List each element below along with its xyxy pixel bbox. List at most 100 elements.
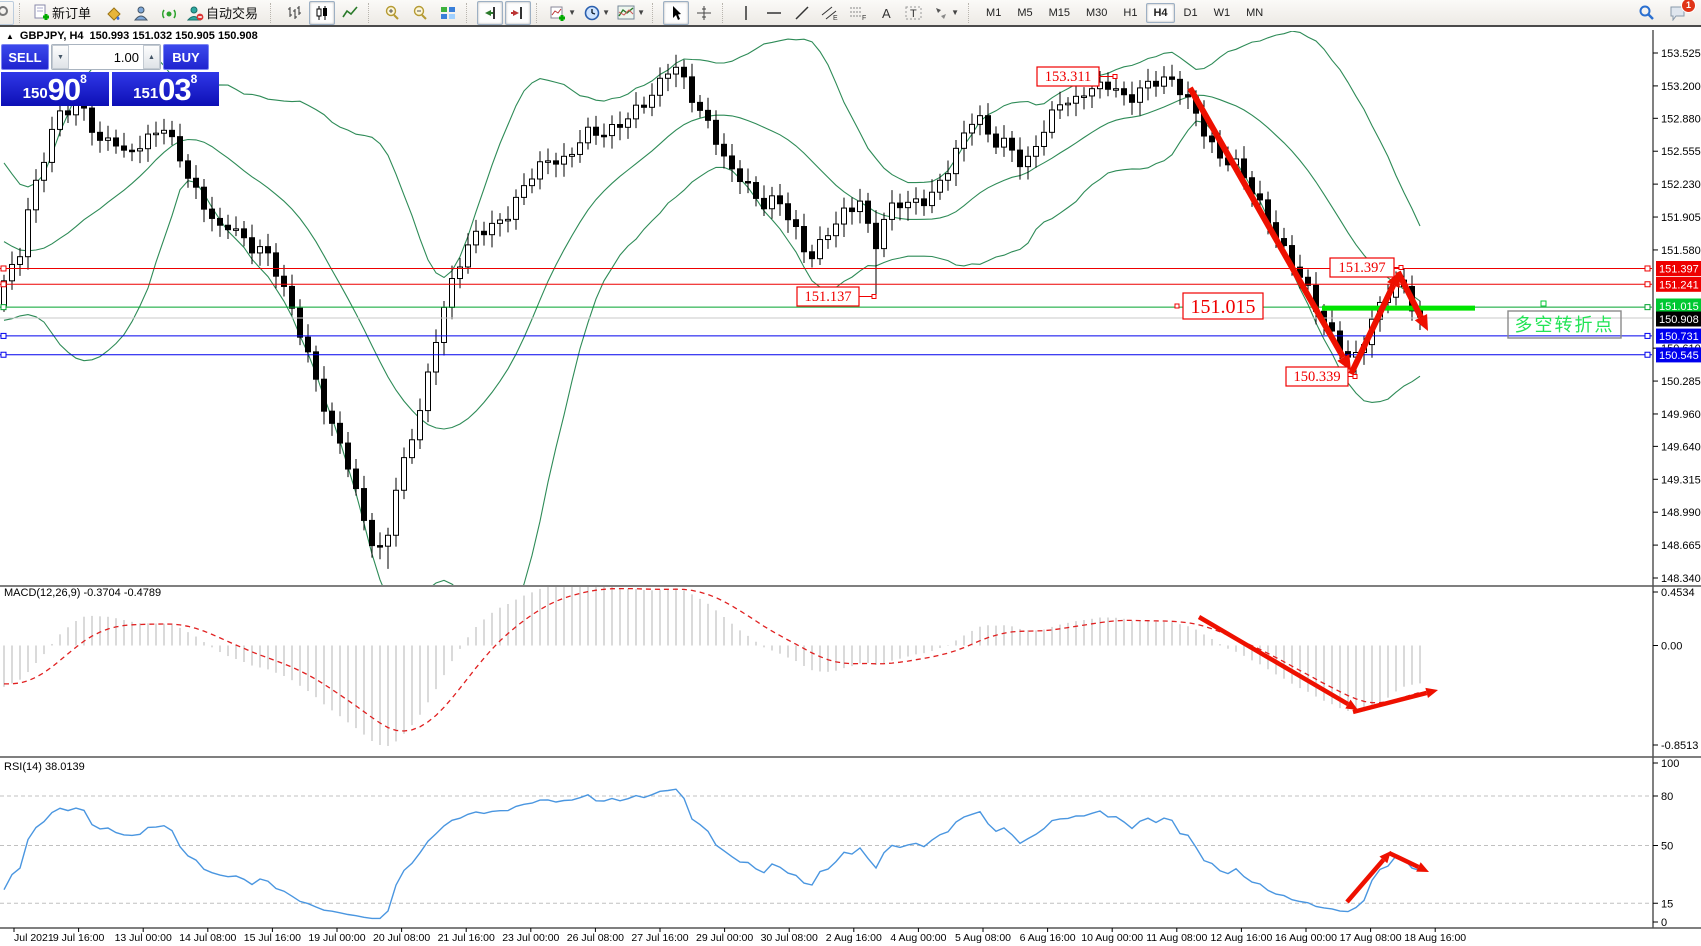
- level-handle[interactable]: [0, 304, 7, 311]
- candle: [481, 230, 487, 236]
- candle: [177, 136, 183, 162]
- buy-price[interactable]: 151 03 8: [111, 72, 219, 106]
- bollinger-middle-band[interactable]: [3, 94, 1421, 430]
- trend-arrow[interactable]: [1187, 86, 1346, 359]
- candle: [617, 124, 623, 128]
- auto-trading-button[interactable]: 自动交易: [184, 1, 265, 25]
- level-handle[interactable]: [1644, 332, 1651, 339]
- text-label-button[interactable]: T: [901, 1, 927, 25]
- zoom-out-button[interactable]: [407, 1, 433, 25]
- callout-151.397[interactable]: 151.397: [1329, 257, 1404, 278]
- candle: [433, 341, 439, 373]
- horizontal-line-button[interactable]: [761, 1, 787, 25]
- chart-shift-button[interactable]: [505, 0, 532, 25]
- volume-increase-button[interactable]: ▲: [143, 45, 160, 69]
- candle: [401, 457, 407, 491]
- timeframe-h1[interactable]: H1: [1123, 6, 1138, 19]
- notifications-button[interactable]: 1: [1665, 0, 1696, 25]
- sell-button[interactable]: SELL: [1, 44, 49, 70]
- arrows-button[interactable]: ▼: [929, 1, 963, 25]
- crosshair-button[interactable]: [691, 1, 717, 25]
- callout-153.311[interactable]: 153.311: [1036, 66, 1118, 87]
- templates-button[interactable]: ▼: [615, 1, 647, 25]
- candle: [785, 203, 791, 221]
- candle: [953, 147, 959, 175]
- trend-arrow[interactable]: [1197, 615, 1350, 707]
- candlestick-chart-button[interactable]: [309, 0, 336, 25]
- candle: [393, 489, 399, 536]
- styler-button[interactable]: [100, 1, 126, 25]
- candle: [425, 371, 431, 412]
- callout-151.015[interactable]: 151.015: [1174, 292, 1264, 320]
- auto-scroll-button[interactable]: [477, 0, 504, 25]
- candle: [1257, 193, 1263, 201]
- trendline-button[interactable]: [789, 1, 815, 25]
- edge-magnifier-icon[interactable]: [0, 0, 14, 25]
- bar-chart-button[interactable]: [281, 1, 307, 25]
- time-axis-label: 23 Jul 00:00: [502, 932, 559, 944]
- candle: [809, 251, 815, 260]
- note-anchor: [1540, 300, 1547, 307]
- tile-windows-button[interactable]: [435, 1, 461, 25]
- timeframe-m1[interactable]: M1: [986, 6, 1002, 19]
- trend-arrow[interactable]: [1348, 283, 1397, 376]
- level-handle[interactable]: [1644, 351, 1651, 358]
- equidistant-channel-button[interactable]: E: [817, 1, 843, 25]
- level-handle[interactable]: [0, 281, 7, 288]
- sell-price-big: 90: [47, 72, 81, 107]
- timeframe-w1[interactable]: W1: [1213, 6, 1231, 19]
- search-button[interactable]: [1633, 1, 1659, 25]
- macd-pane: [3, 587, 1438, 746]
- timeframe-m5[interactable]: M5: [1017, 6, 1033, 19]
- level-handle[interactable]: [1644, 281, 1651, 288]
- candle: [545, 160, 551, 163]
- candle: [961, 132, 967, 149]
- cursor-button[interactable]: [663, 0, 690, 25]
- new-order-button[interactable]: 新订单: [30, 1, 98, 25]
- price-tick-label: 149.960: [1661, 409, 1701, 421]
- timeframe-m30[interactable]: M30: [1086, 6, 1108, 19]
- timeframe-d1[interactable]: D1: [1183, 6, 1198, 19]
- bollinger-upper-band[interactable]: [3, 31, 1421, 279]
- zoom-in-button[interactable]: [379, 1, 405, 25]
- collapse-icon[interactable]: ▲: [6, 31, 14, 41]
- text-button[interactable]: A: [873, 1, 899, 25]
- trend-arrow[interactable]: [1388, 850, 1420, 870]
- callout-151.137[interactable]: 151.137: [796, 286, 877, 307]
- time-axis-label: 13 Jul 00:00: [115, 932, 172, 944]
- profile-button[interactable]: [128, 1, 154, 25]
- timeframe-m15[interactable]: M15: [1048, 6, 1070, 19]
- note-box[interactable]: 多空转折点: [1507, 310, 1622, 339]
- callout-150.339[interactable]: 150.339: [1285, 366, 1358, 387]
- level-handle[interactable]: [1644, 304, 1651, 311]
- level-handle[interactable]: [0, 265, 7, 272]
- vertical-line-button[interactable]: [733, 1, 759, 25]
- volume-decrease-button[interactable]: ▼: [52, 45, 69, 69]
- periods-button[interactable]: ▼: [581, 1, 613, 25]
- bollinger-lower-band[interactable]: [3, 120, 1421, 619]
- timeframe-mn[interactable]: MN: [1246, 6, 1264, 19]
- text-label-icon: T: [905, 6, 922, 20]
- timeframe-h4[interactable]: H4: [1146, 2, 1175, 23]
- price-tag-text: 150.908: [1659, 314, 1699, 326]
- fibonacci-button[interactable]: F: [845, 1, 871, 25]
- level-handle[interactable]: [0, 351, 7, 358]
- line-chart-button[interactable]: [337, 1, 363, 25]
- candle: [1025, 155, 1031, 168]
- candle: [153, 132, 159, 136]
- chart-background: [0, 30, 1701, 946]
- trend-arrow[interactable]: [1352, 690, 1428, 715]
- candle: [129, 149, 135, 153]
- buy-button[interactable]: BUY: [163, 44, 209, 70]
- candle: [745, 181, 751, 184]
- volume-input[interactable]: [69, 45, 143, 69]
- level-handle[interactable]: [1644, 265, 1651, 272]
- trend-arrow[interactable]: [1345, 858, 1386, 904]
- trend-arrow[interactable]: [1395, 270, 1424, 319]
- candle: [1153, 80, 1159, 87]
- sell-price[interactable]: 150 90 8: [1, 72, 109, 106]
- signal-button[interactable]: [156, 1, 182, 25]
- indicators-button[interactable]: ▼: [547, 1, 579, 25]
- level-handle[interactable]: [0, 332, 7, 339]
